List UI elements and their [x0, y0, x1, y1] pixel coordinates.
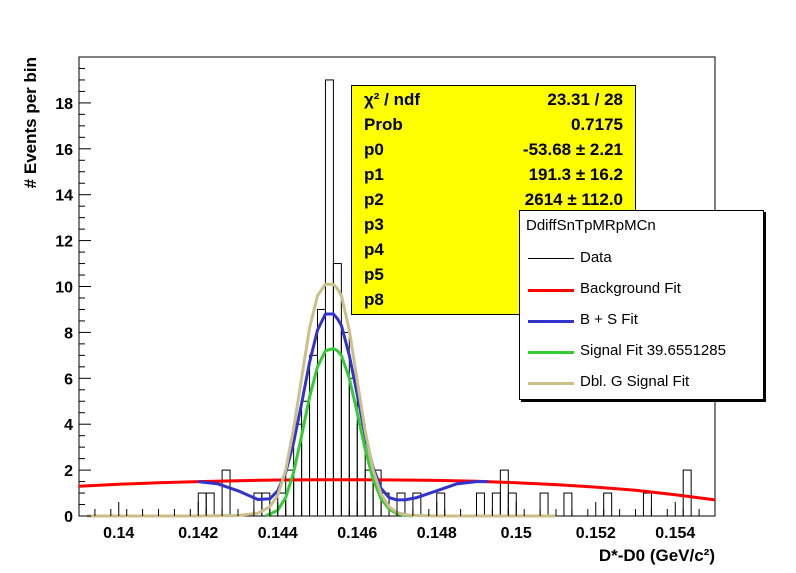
- x-tick-label: 0.146: [337, 525, 377, 542]
- stats-param-name: p8: [364, 290, 384, 309]
- histogram-bin: [642, 492, 652, 517]
- histogram-bin: [317, 308, 326, 517]
- legend-swatch: [528, 258, 574, 259]
- histogram-bin: [491, 492, 501, 517]
- legend-label: Signal Fit 39.6551285: [580, 342, 726, 359]
- x-tick-label: 0.144: [258, 525, 298, 542]
- histogram-bin: [324, 79, 334, 517]
- y-tick-label: 8: [64, 325, 73, 342]
- legend-label: Background Fit: [580, 280, 681, 297]
- histogram-bin: [499, 469, 509, 517]
- axes: 0 2 4 6 8 10 12 14 16 18 0.14 0.142 0.144 0.146 0.148 0…: [55, 67, 716, 542]
- legend-swatch: [528, 351, 574, 354]
- stats-param-name: p1: [364, 165, 384, 184]
- y-tick-label: 2: [64, 463, 73, 480]
- stats-row: p0 -53.68 ± 2.21: [352, 140, 635, 163]
- histogram-bin: [436, 492, 446, 517]
- y-tick-label: 0: [64, 509, 73, 526]
- stats-param-value: 2614 ± 112.0: [524, 190, 623, 209]
- histogram-bin: [603, 492, 613, 517]
- legend-entry: B + S Fit: [520, 306, 763, 336]
- stats-param-value: -53.68 ± 2.21: [522, 140, 623, 159]
- histogram-bin: [563, 492, 573, 517]
- histogram-bin: [197, 492, 207, 517]
- stats-row: p1 191.3 ± 16.2: [352, 165, 635, 188]
- fit-curve-b-s-fit: [198, 312, 489, 502]
- legend: DdiffSnTpMRpMCn Data Background Fit B + S …: [519, 210, 764, 400]
- y-tick-label: 10: [55, 280, 73, 297]
- legend-label: Dbl. G Signal Fit: [580, 373, 690, 390]
- stats-param-value: 191.3 ± 16.2: [528, 165, 623, 184]
- histogram-bin: [261, 492, 271, 517]
- x-axis-label: D*-D0 (GeV/c²): [599, 546, 715, 565]
- stats-param-name: Prob: [364, 115, 403, 134]
- stats-param-value: 23.31 / 28: [547, 90, 623, 109]
- legend-label: B + S Fit: [580, 311, 638, 328]
- fit-curve-signal-fit-39-6551285: [265, 347, 414, 518]
- legend-entry: Background Fit: [520, 275, 763, 305]
- stats-row: χ² / ndf 23.31 / 28: [352, 90, 635, 113]
- legend-title: DdiffSnTpMRpMCn: [526, 217, 656, 234]
- stats-param-name: p2: [364, 190, 384, 209]
- legend-swatch: [528, 320, 574, 323]
- legend-entry: Data: [520, 244, 763, 274]
- y-tick-label: 4: [64, 417, 73, 434]
- y-tick-label: 12: [55, 234, 73, 251]
- histogram-bin: [539, 492, 549, 517]
- stats-param-name: p5: [364, 265, 384, 284]
- x-tick-label: 0.15: [501, 525, 532, 542]
- y-tick-label: 16: [55, 142, 73, 159]
- legend-swatch: [528, 382, 574, 385]
- stats-param-name: p0: [364, 140, 384, 159]
- histogram-bin: [221, 469, 231, 517]
- fit-curve-dbl-g-signal-fit: [86, 282, 556, 518]
- y-axis-label: # Events per bin: [21, 57, 40, 188]
- stats-row: p2 2614 ± 112.0: [352, 190, 635, 213]
- stats-param-name: χ² / ndf: [364, 90, 421, 109]
- histogram-bin: [332, 263, 342, 517]
- histogram-bin: [476, 492, 485, 517]
- x-tick-label: 0.148: [417, 525, 457, 542]
- histogram-bin: [205, 492, 215, 517]
- x-tick-label: 0.154: [655, 525, 695, 542]
- legend-entry: Dbl. G Signal Fit: [520, 368, 763, 398]
- y-tick-label: 14: [55, 188, 73, 205]
- legend-swatch: [528, 289, 574, 292]
- stats-row: Prob 0.7175: [352, 115, 635, 138]
- y-tick-label: 6: [64, 371, 73, 388]
- histogram-bin: [507, 492, 517, 517]
- x-tick-label: 0.14: [103, 525, 134, 542]
- fit-curves: [78, 282, 716, 518]
- x-tick-label: 0.152: [576, 525, 616, 542]
- histogram-bin: [682, 469, 692, 517]
- y-tick-label: 18: [55, 96, 73, 113]
- stats-param-name: p3: [364, 215, 384, 234]
- legend-entry: Signal Fit 39.6551285: [520, 337, 763, 367]
- stats-param-value: 0.7175: [571, 115, 623, 134]
- legend-label: Data: [580, 249, 612, 266]
- x-tick-label: 0.142: [178, 525, 218, 542]
- stats-param-name: p4: [364, 240, 384, 259]
- fit-curve-background-fit: [78, 478, 716, 502]
